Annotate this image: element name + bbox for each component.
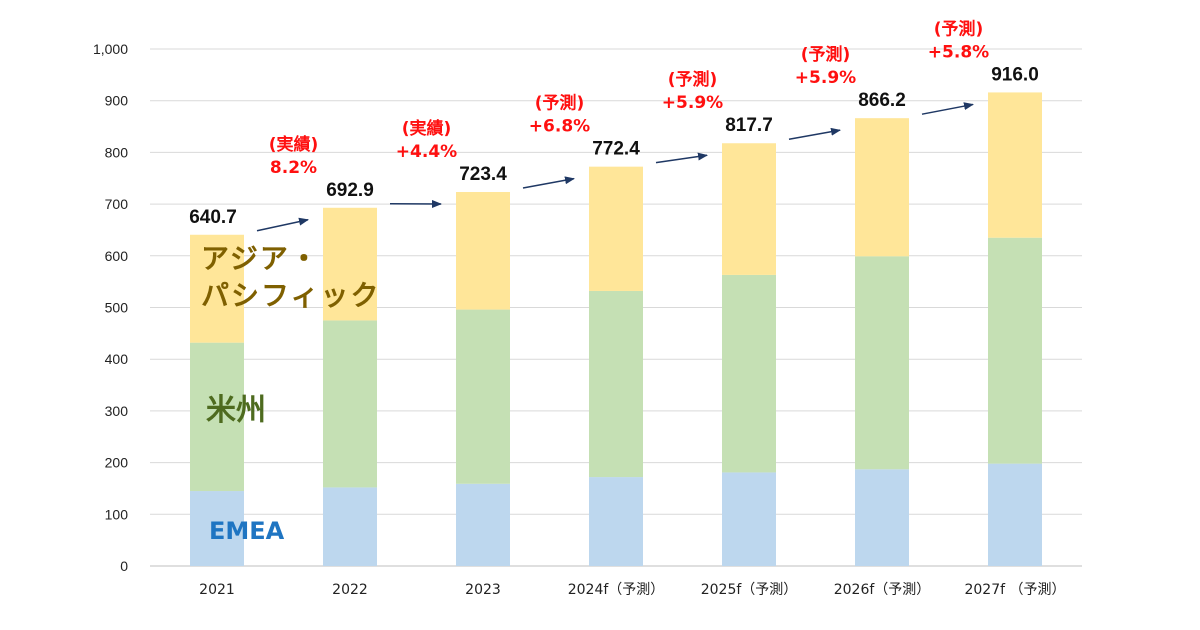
growth-status-label: (予測) — [535, 93, 585, 114]
y-tick-label: 800 — [105, 144, 129, 160]
y-tick-label: 0 — [120, 558, 128, 574]
bar-segment-apac — [855, 118, 909, 257]
bar-segment-apac — [323, 207, 377, 321]
bar-segment-americas — [988, 237, 1042, 464]
growth-rate-label: +5.9% — [795, 68, 856, 88]
growth-arrow — [655, 152, 708, 164]
bar-segment-americas — [855, 256, 909, 470]
total-labels: 640.7 692.9 723.4 772.4 817.7 866.2 916.0 — [189, 64, 1039, 227]
growth-rate-label: +6.8% — [529, 117, 590, 137]
bar-segment-americas — [323, 320, 377, 488]
bar-segment-emea — [456, 483, 510, 566]
total-label: 640.7 — [189, 207, 237, 228]
bar-segment-americas — [722, 274, 776, 473]
y-tick-label: 100 — [105, 506, 129, 522]
growth-status-label: (予測) — [934, 18, 984, 39]
y-axis-ticks: 0 100 200 300 400 500 600 700 800 900 1,000 — [93, 41, 128, 574]
growth-arrows — [256, 102, 974, 232]
bar-segment-americas — [456, 309, 510, 484]
growth-rate-label: +5.8% — [928, 42, 989, 62]
y-tick-label: 400 — [105, 351, 129, 367]
bar-segment-americas — [190, 342, 244, 492]
growth-arrow — [921, 102, 974, 115]
x-tick-label: 2026f（予測） — [834, 582, 931, 598]
growth-status-label: (予測) — [801, 44, 851, 65]
x-tick-label: 2023 — [465, 582, 501, 598]
x-axis-labels: 2021 2022 2023 2024f（予測） 2025f（予測） 2026f（予測） 2… — [199, 582, 1065, 598]
x-tick-label: 2024f（予測） — [568, 582, 665, 598]
y-tick-label: 500 — [105, 300, 129, 316]
y-tick-label: 1,000 — [93, 41, 128, 57]
growth-status-label: (実績) — [269, 134, 319, 155]
bar-segment-emea — [988, 463, 1042, 566]
growth-arrow — [256, 217, 309, 232]
growth-rate-label: 8.2% — [270, 158, 317, 178]
y-tick-label: 700 — [105, 196, 129, 212]
series-label-emea: EMEA — [209, 517, 285, 545]
growth-labels: (実績) 8.2% (実績) +4.4% (予測) +6.8% (予測) +5.9% (予測) +… — [269, 18, 989, 177]
series-label-apac: アジア・ — [201, 242, 320, 275]
x-tick-label: 2027f （予測） — [964, 582, 1065, 598]
x-tick-label: 2025f（予測） — [701, 582, 798, 598]
bar-segment-emea — [190, 491, 244, 566]
growth-status-label: (予測) — [668, 69, 718, 90]
total-label: 772.4 — [592, 139, 640, 160]
y-tick-label: 600 — [105, 248, 129, 264]
bar-segment-apac — [589, 166, 643, 291]
y-tick-label: 300 — [105, 403, 129, 419]
bar-segment-emea — [323, 487, 377, 566]
growth-status-label: (実績) — [402, 118, 452, 139]
bar-segment-emea — [722, 472, 776, 566]
growth-rate-label: +4.4% — [396, 142, 457, 162]
growth-rate-label: +5.9% — [662, 93, 723, 113]
bars — [190, 92, 1042, 566]
x-tick-label: 2021 — [199, 582, 235, 598]
y-tick-label: 200 — [105, 455, 129, 471]
growth-arrow — [788, 127, 841, 140]
bar-segment-apac — [722, 143, 776, 275]
bar-segment-apac — [988, 92, 1042, 238]
series-label-americas: 米州 — [206, 393, 266, 428]
bar-segment-emea — [589, 477, 643, 566]
y-tick-label: 900 — [105, 93, 129, 109]
bar-segment-americas — [589, 290, 643, 478]
growth-arrow — [522, 176, 575, 189]
bar-segment-apac — [190, 234, 244, 343]
total-label: 723.4 — [459, 164, 507, 185]
bar-segment-apac — [456, 192, 510, 310]
total-label: 916.0 — [991, 64, 1039, 85]
total-label: 692.9 — [326, 180, 374, 201]
bar-segment-emea — [855, 469, 909, 566]
series-label-apac: パシフィック — [201, 279, 380, 312]
total-label: 866.2 — [858, 90, 906, 111]
x-tick-label: 2022 — [332, 582, 368, 598]
total-label: 817.7 — [725, 115, 773, 136]
